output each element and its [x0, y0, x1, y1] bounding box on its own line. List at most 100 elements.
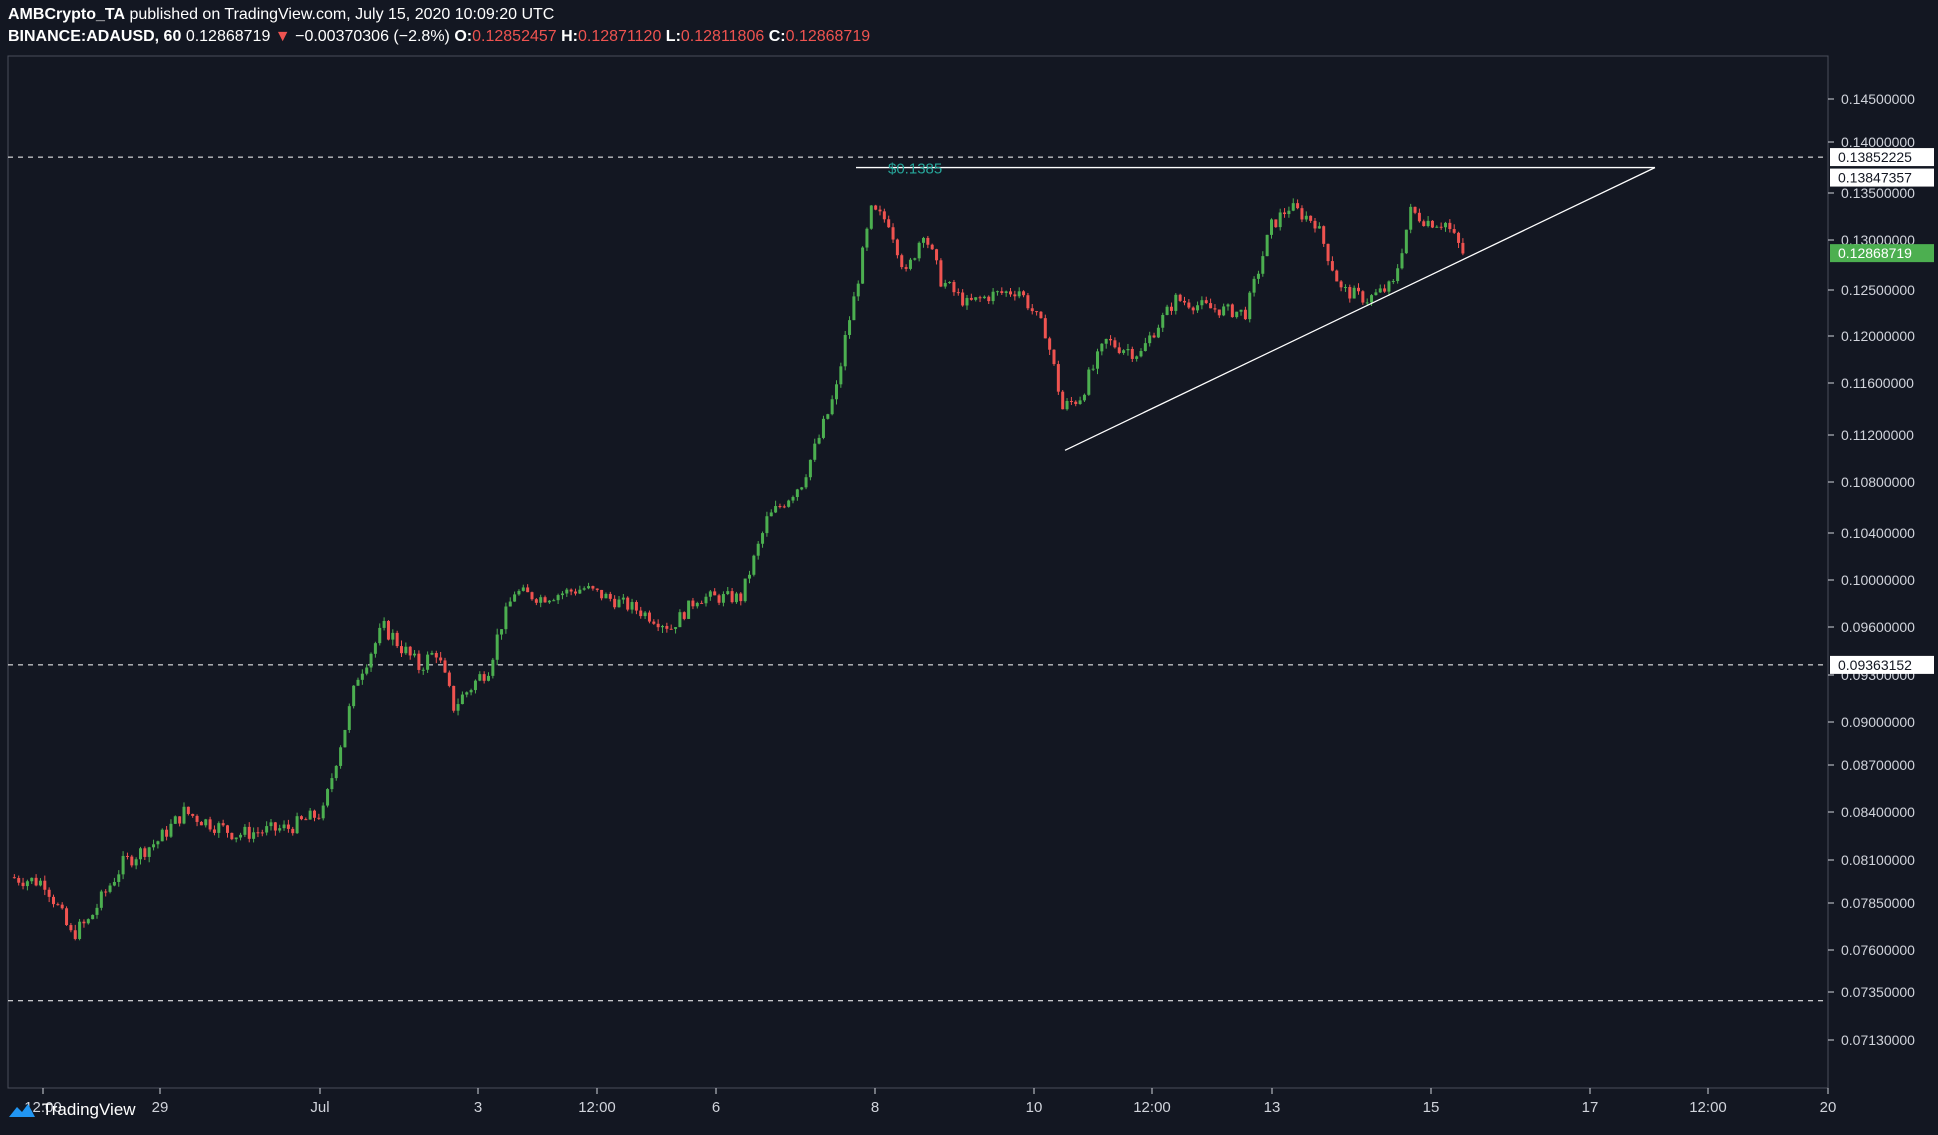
candle-body: [591, 586, 595, 589]
candle-body: [930, 244, 934, 250]
candle-body: [900, 255, 904, 268]
candle-body: [186, 806, 190, 814]
candle-body: [547, 600, 551, 603]
candle-body: [343, 729, 347, 748]
candle-body: [299, 816, 303, 820]
candle-body: [926, 237, 930, 245]
candle-body: [1165, 306, 1169, 315]
candle-body: [339, 747, 343, 766]
candle-body: [734, 593, 738, 603]
candle-body: [434, 653, 438, 658]
candle-body: [1404, 229, 1408, 254]
candle-body: [21, 882, 25, 887]
candle-body: [230, 832, 234, 840]
candle-body: [260, 832, 264, 834]
candle-body: [1030, 308, 1034, 312]
y-tick-label: 0.07130000: [1841, 1032, 1915, 1048]
candle-body: [400, 646, 403, 654]
candle-body: [861, 247, 865, 284]
candle-body: [730, 591, 734, 603]
candle-body: [378, 627, 382, 644]
candle-body: [43, 880, 47, 890]
candle-body: [121, 855, 125, 875]
candle-body: [526, 587, 530, 593]
candle-body: [578, 589, 582, 594]
symbol-label[interactable]: BINANCE:ADAUSD, 60: [8, 28, 182, 45]
candle-body: [134, 859, 138, 866]
candle-body: [608, 593, 612, 599]
candle-body: [1000, 291, 1004, 293]
candle-body: [843, 334, 847, 367]
published-text: published on TradingView.com, July 15, 2…: [129, 6, 555, 23]
candle-body: [1113, 340, 1117, 348]
x-tick-label: 12:00: [1133, 1099, 1171, 1116]
tradingview-footer[interactable]: TradingView: [8, 1100, 136, 1120]
price-label-box: [1830, 148, 1934, 167]
candle-body: [852, 296, 856, 321]
candle-body: [1461, 242, 1465, 254]
candle-body: [1191, 307, 1195, 311]
candle-body: [595, 588, 599, 590]
candle-body: [369, 653, 373, 668]
candle-body: [304, 819, 308, 821]
candle-body: [247, 826, 251, 839]
candle-body: [1287, 210, 1291, 215]
candle-body: [1309, 215, 1313, 221]
x-tick-label: Jul: [310, 1099, 329, 1116]
candle-body: [408, 646, 412, 656]
candle-body: [1330, 261, 1334, 271]
candle-body: [869, 205, 873, 229]
candle-body: [421, 669, 425, 671]
candle-body: [574, 591, 577, 594]
candle-body: [12, 877, 16, 879]
candle-body: [1069, 400, 1073, 402]
candle-body: [334, 765, 338, 779]
candle-body: [1100, 343, 1104, 352]
candle-body: [774, 506, 778, 513]
y-tick-label: 0.10000000: [1841, 572, 1915, 588]
candle-body: [239, 834, 243, 838]
publisher-name[interactable]: AMBCrypto_TA: [8, 6, 126, 23]
candle-body: [443, 660, 447, 673]
candle-body: [565, 589, 569, 594]
candle-body: [600, 589, 604, 599]
candle-body: [182, 806, 186, 824]
candle-body: [204, 819, 208, 826]
candle-body: [452, 685, 456, 711]
candle-body: [895, 239, 899, 256]
y-tick-label: 0.07350000: [1841, 984, 1915, 1000]
candle-body: [674, 627, 678, 629]
candle-body: [995, 291, 999, 293]
candle-body: [569, 589, 573, 592]
candle-body: [73, 930, 77, 939]
candle-body: [373, 643, 377, 654]
candle-body: [156, 841, 160, 845]
low-label: L:: [665, 28, 681, 45]
candle-body: [613, 598, 617, 608]
y-tick-label: 0.12500000: [1841, 282, 1915, 298]
candle-body: [848, 320, 852, 335]
candle-body: [826, 414, 830, 419]
candle-body: [404, 646, 408, 654]
candle-body: [543, 597, 547, 603]
candle-body: [1391, 281, 1395, 283]
candle-body: [25, 881, 29, 887]
candle-body: [38, 880, 42, 886]
candle-body: [839, 366, 843, 385]
tradingview-logo-icon: [9, 1104, 35, 1117]
candle-body: [495, 634, 499, 660]
candle-body: [430, 653, 434, 655]
candle-body: [1004, 291, 1008, 293]
y-tick-label: 0.08100000: [1841, 852, 1915, 868]
candle-body: [1439, 226, 1443, 228]
footer-brand: TradingView: [42, 1100, 136, 1119]
x-tick-label: 10: [1026, 1099, 1043, 1116]
ohlc-line: BINANCE:ADAUSD, 60 0.12868719 ▼ −0.00370…: [8, 26, 870, 48]
candle-body: [617, 599, 621, 608]
candle-body: [1169, 306, 1173, 311]
candle-body: [943, 282, 947, 287]
last-price: 0.12868719: [185, 28, 271, 45]
candle-body: [639, 610, 643, 617]
candle-body: [317, 817, 321, 819]
